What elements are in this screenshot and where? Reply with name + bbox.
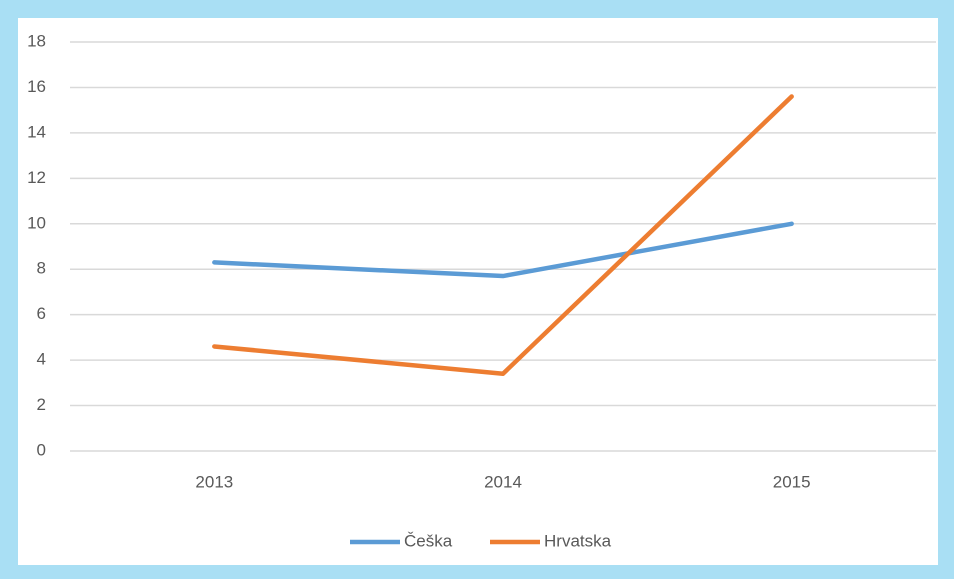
y-tick-label: 6 <box>37 304 46 323</box>
x-tick-label: 2014 <box>484 472 522 491</box>
y-tick-label: 0 <box>37 440 46 459</box>
y-tick-label: 12 <box>27 168 46 187</box>
y-tick-label: 2 <box>37 395 46 414</box>
series-line <box>212 94 794 376</box>
y-tick-label: 8 <box>37 259 46 278</box>
y-tick-label: 4 <box>37 350 46 369</box>
series-line <box>212 221 794 279</box>
chart-area <box>18 18 938 565</box>
x-tick-label: 2015 <box>773 472 811 491</box>
y-tick-label: 16 <box>27 77 46 96</box>
x-tick-label: 2013 <box>195 472 233 491</box>
y-tick-label: 10 <box>27 213 46 232</box>
y-tick-label: 14 <box>27 122 46 141</box>
legend-label: Hrvatska <box>544 531 612 550</box>
y-tick-label: 18 <box>27 31 46 50</box>
legend-label: Češka <box>404 531 453 550</box>
